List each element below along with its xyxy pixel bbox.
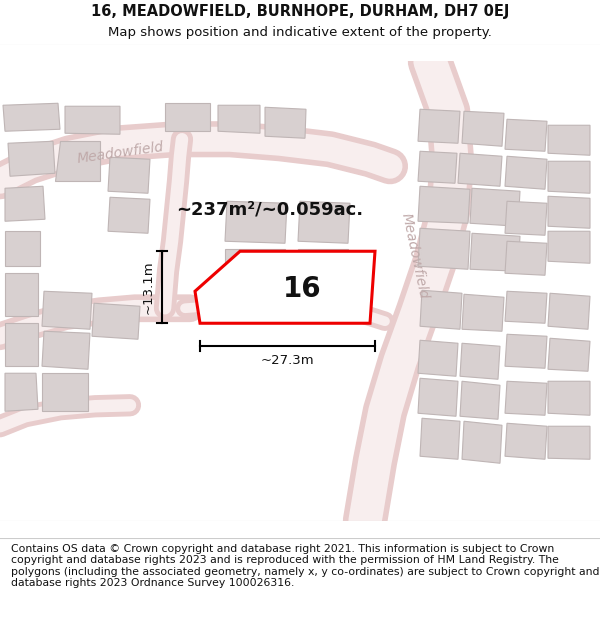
Text: Meadowfield: Meadowfield — [76, 140, 164, 166]
Polygon shape — [460, 343, 500, 379]
Text: 16, MEADOWFIELD, BURNHOPE, DURHAM, DH7 0EJ: 16, MEADOWFIELD, BURNHOPE, DURHAM, DH7 0… — [91, 4, 509, 19]
Polygon shape — [548, 381, 590, 415]
Polygon shape — [418, 109, 460, 143]
Polygon shape — [42, 373, 88, 411]
Polygon shape — [505, 119, 547, 151]
Polygon shape — [418, 186, 470, 223]
Polygon shape — [265, 107, 306, 138]
Polygon shape — [5, 273, 38, 316]
Polygon shape — [298, 249, 348, 281]
Polygon shape — [470, 233, 520, 271]
Text: ~27.3m: ~27.3m — [260, 354, 314, 367]
Polygon shape — [462, 421, 502, 463]
Polygon shape — [92, 303, 140, 339]
Polygon shape — [298, 201, 350, 243]
Polygon shape — [3, 103, 60, 131]
Polygon shape — [462, 294, 504, 331]
Polygon shape — [460, 381, 500, 419]
Polygon shape — [42, 291, 92, 329]
Polygon shape — [225, 201, 287, 243]
Polygon shape — [420, 418, 460, 459]
Polygon shape — [5, 373, 38, 411]
Polygon shape — [548, 125, 590, 155]
Polygon shape — [505, 241, 547, 275]
Polygon shape — [462, 111, 504, 146]
Polygon shape — [420, 290, 462, 329]
Polygon shape — [548, 161, 590, 193]
Polygon shape — [5, 231, 40, 266]
Polygon shape — [458, 153, 502, 186]
Polygon shape — [5, 323, 38, 366]
Text: ~237m²/~0.059ac.: ~237m²/~0.059ac. — [176, 200, 364, 218]
Polygon shape — [548, 231, 590, 263]
Polygon shape — [8, 141, 55, 176]
Polygon shape — [505, 156, 547, 189]
Polygon shape — [108, 198, 150, 233]
Polygon shape — [470, 188, 520, 226]
Polygon shape — [505, 423, 547, 459]
Polygon shape — [55, 141, 100, 181]
Polygon shape — [225, 249, 285, 281]
Polygon shape — [42, 331, 90, 369]
Polygon shape — [505, 201, 547, 235]
Text: ~13.1m: ~13.1m — [142, 261, 155, 314]
Polygon shape — [218, 105, 260, 133]
Polygon shape — [548, 293, 590, 329]
Polygon shape — [165, 103, 210, 131]
Polygon shape — [505, 334, 547, 368]
Polygon shape — [418, 228, 470, 269]
Polygon shape — [5, 186, 45, 221]
Text: 16: 16 — [283, 275, 322, 303]
Text: Meadowfield: Meadowfield — [399, 212, 431, 301]
Polygon shape — [195, 251, 375, 323]
Text: Contains OS data © Crown copyright and database right 2021. This information is : Contains OS data © Crown copyright and d… — [11, 544, 599, 588]
Polygon shape — [108, 158, 150, 193]
Polygon shape — [418, 378, 458, 416]
Polygon shape — [418, 151, 457, 183]
Polygon shape — [548, 196, 590, 228]
Polygon shape — [505, 381, 547, 415]
Text: Map shows position and indicative extent of the property.: Map shows position and indicative extent… — [108, 26, 492, 39]
Polygon shape — [548, 338, 590, 371]
Polygon shape — [505, 291, 547, 323]
Polygon shape — [418, 340, 458, 376]
Polygon shape — [548, 426, 590, 459]
Polygon shape — [65, 106, 120, 134]
